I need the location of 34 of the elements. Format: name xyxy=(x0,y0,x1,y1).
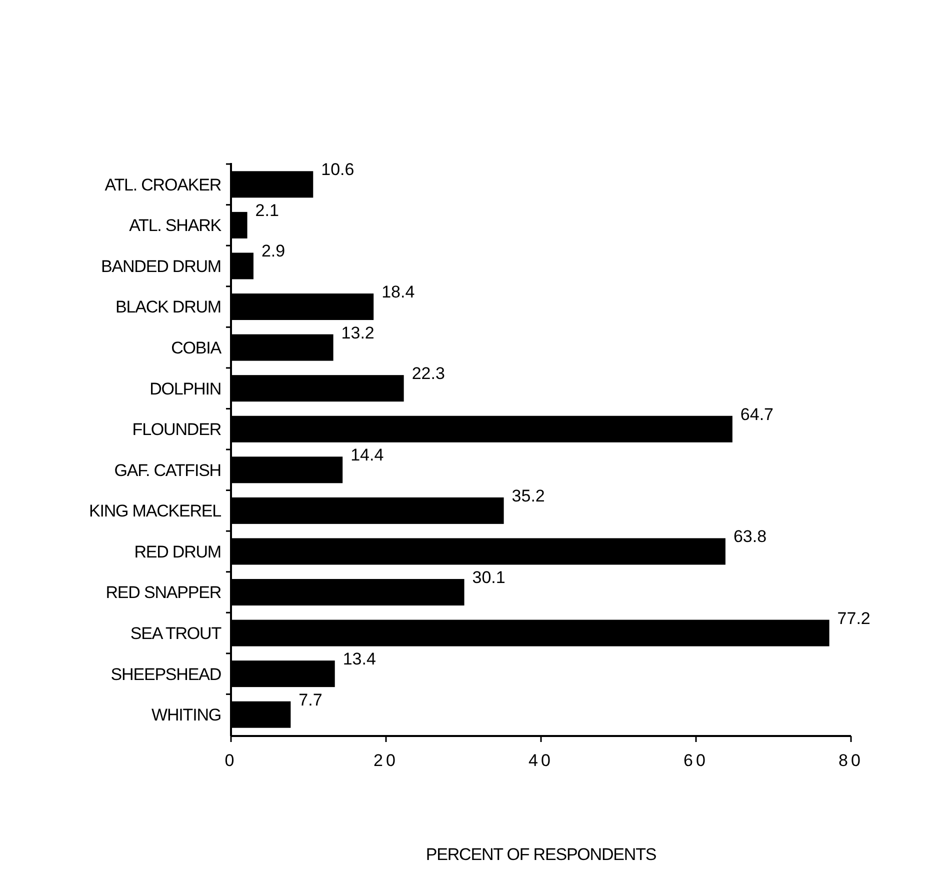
data-label: 14.4 xyxy=(350,446,384,465)
x-tick-label: 60 xyxy=(684,751,708,770)
x-tick-label: 80 xyxy=(838,751,864,770)
y-tick-label: RED SNAPPER xyxy=(106,583,222,602)
data-label: 2.9 xyxy=(261,242,286,261)
data-label: 77.2 xyxy=(837,608,870,628)
y-tick-label: FLOUNDER xyxy=(132,420,222,440)
data-label: 64.7 xyxy=(740,404,774,424)
y-tick-label: SHEEPSHEAD xyxy=(110,664,222,684)
data-label: 30.1 xyxy=(472,568,506,587)
data-label: 22.3 xyxy=(412,364,445,384)
data-label: 35.2 xyxy=(512,486,545,506)
y-tick-label: RED DRUM xyxy=(134,542,221,562)
data-label: 7.7 xyxy=(298,690,322,710)
y-tick-label: BLACK DRUM xyxy=(116,298,221,317)
data-label: 10.6 xyxy=(321,160,354,180)
y-tick-label: BANDED DRUM xyxy=(101,256,221,276)
x-tick-label: 0 xyxy=(224,751,238,770)
y-tick-label: ATL. SHARK xyxy=(129,216,222,236)
y-tick-label: KING MACKEREL xyxy=(88,502,222,521)
data-label: 13.4 xyxy=(342,650,376,669)
data-label: 2.1 xyxy=(255,200,279,220)
x-tick-label: 20 xyxy=(374,751,398,770)
y-tick-label: GAF. CATFISH xyxy=(114,460,221,480)
data-label: 63.8 xyxy=(733,527,767,546)
y-tick-label: SEA TROUT xyxy=(130,624,222,643)
x-tick-label: 40 xyxy=(528,751,554,770)
y-tick-label: ATL. CROAKER xyxy=(104,175,222,194)
y-tick-label: WHITING xyxy=(152,706,221,725)
y-tick-label: DOLPHIN xyxy=(150,379,221,398)
data-label: 18.4 xyxy=(382,282,415,302)
x-axis-title: PERCENT OF RESPONDENTS xyxy=(426,845,656,864)
y-tick-label: COBIA xyxy=(171,338,222,358)
data-label: 13.2 xyxy=(341,323,374,342)
